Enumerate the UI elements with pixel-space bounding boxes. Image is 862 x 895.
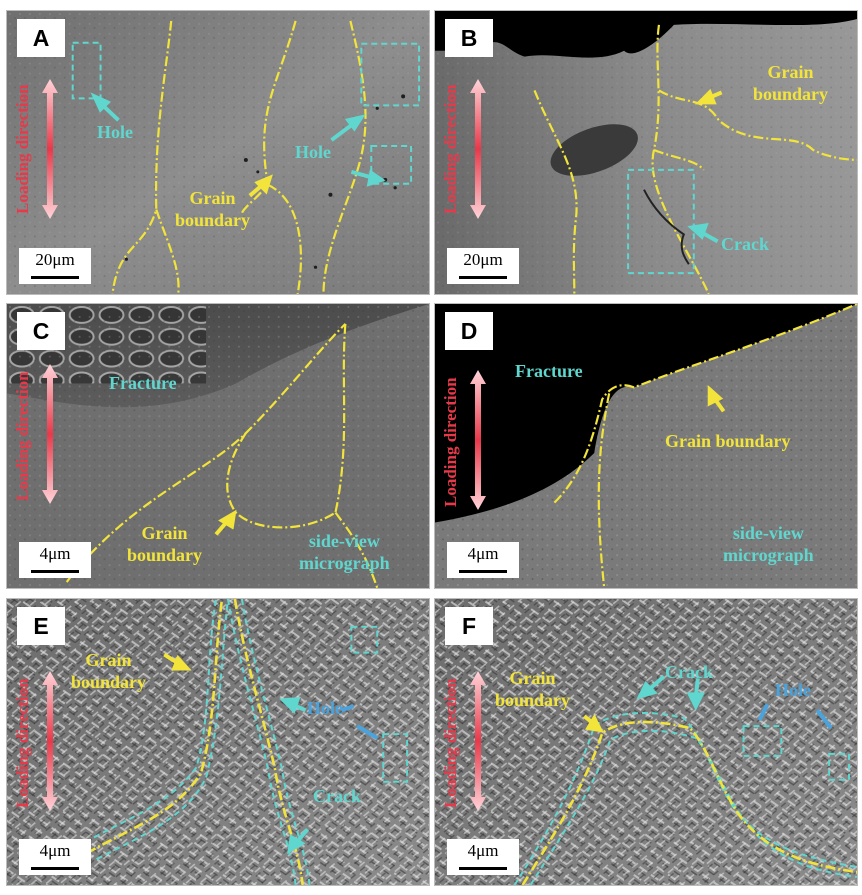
loading-direction-arrow-c: [42, 364, 58, 504]
grain-boundary-annotation-d: Grain boundary: [665, 431, 791, 451]
panel-b: B Loading direction Grain boundary Crack…: [434, 10, 858, 295]
panel-c: C Loading direction Fracture Grain bound…: [6, 303, 430, 589]
grain-boundary-annotation-e: Grain boundary: [71, 650, 147, 692]
hole-annotation-a1: Hole: [97, 122, 133, 142]
loading-direction-label-d: Loading direction: [441, 377, 460, 507]
crack-annotation-b: Crack: [721, 234, 769, 254]
side-view-annotation-c: side-view micrograph: [299, 531, 390, 573]
hole-annotation-f: Hole: [775, 680, 811, 700]
panel-a: A Loading direction Hole Hole Grain boun…: [6, 10, 430, 295]
panel-label-b: B: [445, 19, 493, 57]
scale-bar-a: 20μm: [19, 248, 91, 284]
panel-label-f: F: [445, 607, 493, 645]
micrograph-a: [7, 11, 429, 294]
panel-d: D Loading direction Fracture Grain bound…: [434, 303, 858, 589]
loading-direction-arrow-e: [42, 671, 58, 811]
micrograph-d: [435, 304, 857, 588]
scale-bar-c: 4μm: [19, 542, 91, 578]
grain-boundary-annotation-c: Grain boundary: [127, 523, 203, 565]
loading-direction-arrow-a: [42, 79, 58, 219]
loading-direction-arrow-b: [470, 79, 486, 219]
micrograph-e: [7, 599, 429, 885]
scale-bar-d: 4μm: [447, 542, 519, 578]
crack-annotation-e: Crack: [313, 786, 361, 806]
micrograph-c: [7, 304, 429, 588]
panel-e: E Loading direction Grain boundary Hole …: [6, 598, 430, 886]
scale-bar-f: 4μm: [447, 839, 519, 875]
grain-boundary-annotation-f: Grain boundary: [495, 668, 571, 710]
loading-direction-arrow-f: [470, 671, 486, 811]
loading-direction-arrow-d: [470, 370, 486, 510]
scale-bar-e: 4μm: [19, 839, 91, 875]
panel-label-a: A: [17, 19, 65, 57]
hole-annotation-e: Hole: [307, 698, 343, 718]
loading-direction-label-a: Loading direction: [13, 84, 32, 214]
panel-label-d: D: [445, 312, 493, 350]
crack-annotation-f: Crack: [665, 662, 713, 682]
loading-direction-label-f: Loading direction: [441, 678, 460, 808]
side-view-annotation-d: side-view micrograph: [723, 523, 814, 565]
grain-boundary-annotation-b: Grain boundary: [753, 62, 829, 104]
hole-annotation-a2: Hole: [295, 142, 331, 162]
fracture-annotation-c: Fracture: [109, 373, 177, 393]
loading-direction-label-e: Loading direction: [13, 678, 32, 808]
micrograph-f: [435, 599, 857, 885]
grain-boundary-annotation-a: Grain boundary: [175, 188, 251, 230]
panel-f: F Loading direction Grain boundary Crack…: [434, 598, 858, 886]
micrograph-b: [435, 11, 857, 294]
loading-direction-label-b: Loading direction: [441, 84, 460, 214]
scale-bar-b: 20μm: [447, 248, 519, 284]
loading-direction-label-c: Loading direction: [13, 371, 32, 501]
panel-label-e: E: [17, 607, 65, 645]
panel-label-c: C: [17, 312, 65, 350]
fracture-annotation-d: Fracture: [515, 361, 583, 381]
